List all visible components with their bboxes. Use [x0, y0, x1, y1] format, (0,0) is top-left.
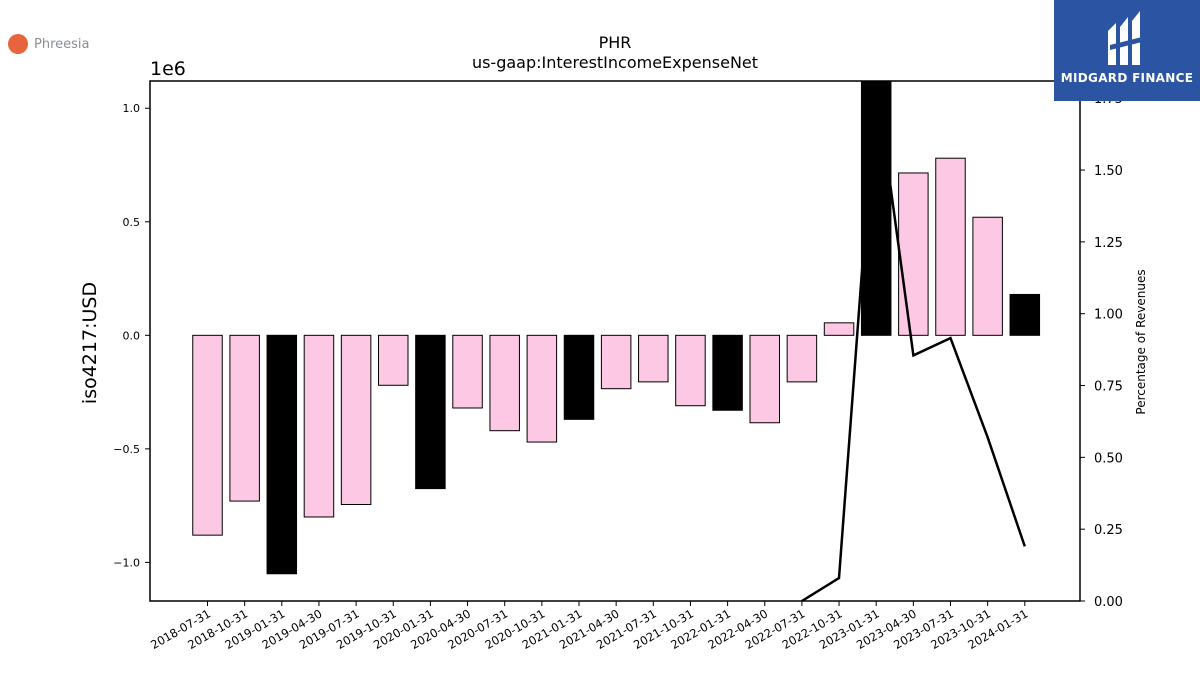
y-tick-label: 1.0: [123, 102, 141, 115]
publisher-logo: MIDGARD FINANCE: [1054, 0, 1200, 101]
bar-2023-07-31: [935, 157, 966, 336]
bar-2022-10-31: [823, 322, 855, 336]
revenue-percentage-line: [801, 81, 1026, 601]
bar-2021-07-31: [638, 334, 669, 383]
bar-2022-01-31: [712, 334, 743, 411]
bar-2021-01-31: [563, 334, 595, 420]
chart-title: PHR: [599, 33, 632, 52]
y-tick-label: −1.0: [113, 556, 140, 569]
bar-2019-07-31: [340, 334, 372, 505]
y2-tick-label: 0.00: [1094, 595, 1123, 610]
y-tick-label: 0.5: [123, 216, 141, 229]
plot-frame: [149, 80, 1081, 602]
bar-2023-10-31: [972, 216, 1003, 336]
company-name: Phreesia: [34, 36, 90, 52]
bar-2020-01-31: [415, 334, 446, 490]
y2-tick-label: 0.50: [1094, 451, 1123, 466]
bar-2019-10-31: [378, 334, 409, 386]
bar-2019-04-30: [303, 334, 335, 518]
y2-tick-label: 0.75: [1094, 380, 1123, 395]
y2-tick-label: 1.50: [1094, 164, 1123, 179]
y2-tick-label: 1.25: [1094, 236, 1123, 251]
publisher-name: MIDGARD FINANCE: [1060, 71, 1194, 85]
y-scale-label: 1e6: [150, 58, 186, 80]
bar-2022-07-31: [786, 334, 818, 383]
line-layer: [801, 81, 1026, 601]
midgard-logo-icon: [1108, 11, 1142, 65]
bar-2021-04-30: [600, 334, 632, 390]
y-tick-label: 0.0: [123, 329, 141, 342]
y2-tick-label: 1.00: [1094, 308, 1123, 323]
bar-2020-10-31: [526, 334, 558, 443]
chart-subtitle: us-gaap:InterestIncomeExpenseNet: [472, 53, 758, 72]
axes-layer: [149, 80, 1081, 602]
company-logo-icon: [8, 34, 28, 54]
bar-2021-10-31: [675, 334, 706, 407]
bar-2020-07-31: [489, 334, 520, 432]
bar-2018-07-31: [192, 334, 223, 536]
bar-2018-10-31: [229, 334, 260, 502]
y-tick-label: −0.5: [113, 443, 140, 456]
bar-2019-01-31: [266, 334, 298, 575]
bar-2023-04-30: [898, 172, 929, 336]
y2-tick-label: 0.25: [1094, 523, 1123, 538]
bars-layer: [192, 80, 1041, 575]
bar-2020-04-30: [452, 334, 483, 409]
bar-2024-01-31: [1009, 293, 1041, 336]
bar-2022-04-30: [749, 334, 780, 424]
company-logo: Phreesia: [8, 34, 90, 54]
y2-axis-label: Percentage of Revenues: [1134, 269, 1148, 414]
y-axis-label: iso4217:USD: [79, 282, 101, 404]
